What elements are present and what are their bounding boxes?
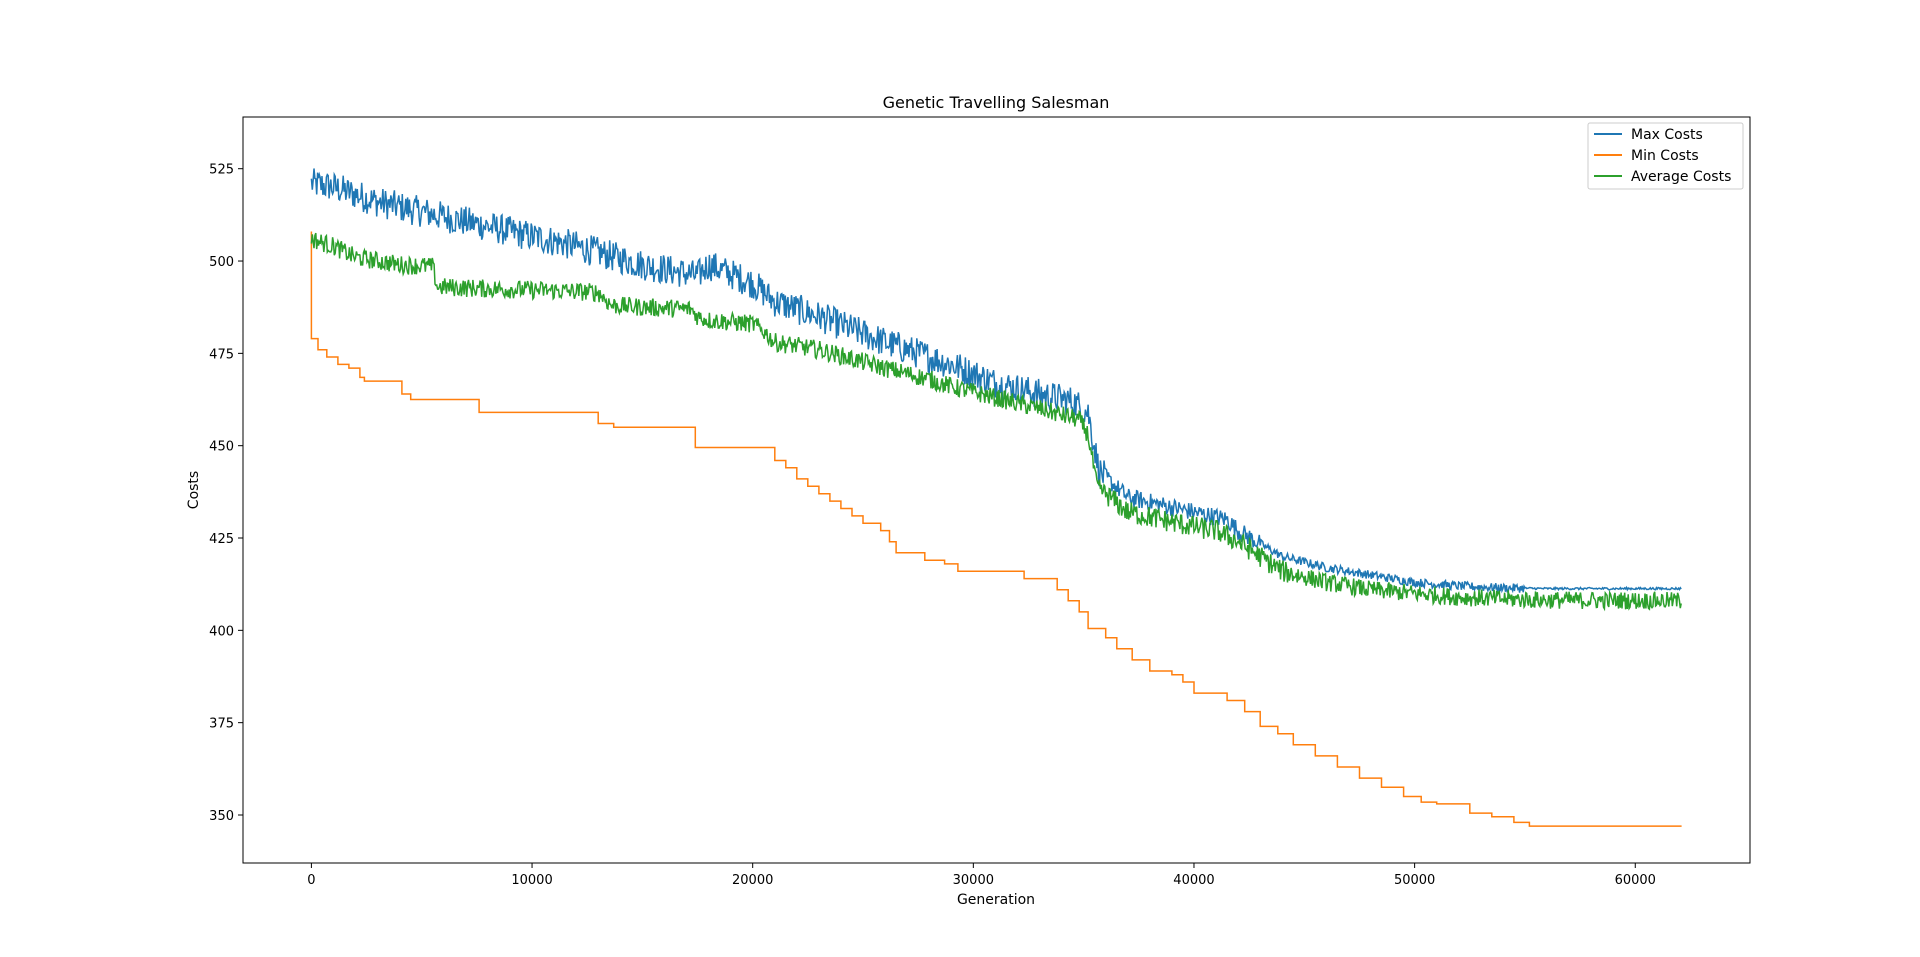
x-tick-label: 60000 — [1615, 873, 1656, 888]
y-tick-label: 475 — [209, 347, 234, 362]
chart-title: Genetic Travelling Salesman — [883, 93, 1110, 112]
legend: Max Costs Min Costs Average Costs — [1587, 122, 1744, 190]
legend-entry: Min Costs — [1631, 148, 1699, 164]
x-tick-label: 40000 — [1173, 873, 1214, 888]
x-tick-label: 0 — [307, 873, 315, 888]
x-tick-label: 10000 — [511, 873, 552, 888]
legend-box — [1587, 122, 1744, 190]
x-tick-label: 20000 — [732, 873, 773, 888]
plot-area — [242, 116, 1751, 864]
series-group — [310, 168, 1682, 827]
y-axis-label: Costs — [186, 471, 202, 509]
x-tick-label: 50000 — [1394, 873, 1435, 888]
series-line-max-costs — [310, 168, 1682, 594]
x-axis: 0 10000 20000 30000 40000 50000 60000 — [307, 863, 1656, 888]
series-line-average-costs — [310, 232, 1682, 612]
legend-entry: Max Costs — [1631, 127, 1703, 143]
y-tick-label: 425 — [209, 532, 234, 547]
series-line-min-costs — [310, 231, 1682, 827]
y-tick-label: 375 — [209, 717, 234, 732]
y-tick-label: 525 — [209, 163, 234, 178]
y-tick-label: 350 — [209, 809, 234, 824]
y-tick-label: 400 — [209, 624, 234, 639]
y-tick-label: 450 — [209, 440, 234, 455]
y-axis: 350 375 400 425 450 475 500 525 — [209, 163, 243, 824]
x-axis-label: Generation — [957, 892, 1035, 908]
x-tick-label: 30000 — [953, 873, 994, 888]
legend-entry: Average Costs — [1631, 169, 1731, 185]
y-tick-label: 500 — [209, 255, 234, 270]
